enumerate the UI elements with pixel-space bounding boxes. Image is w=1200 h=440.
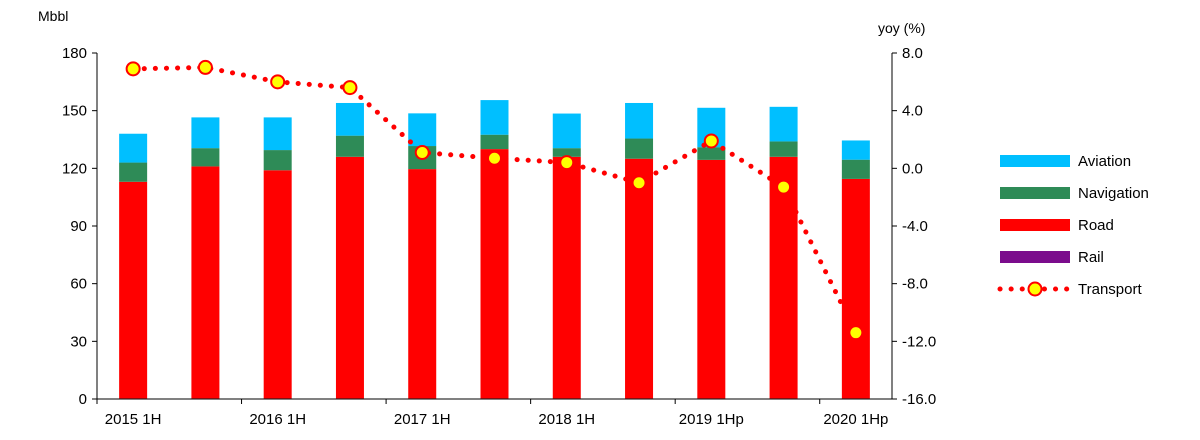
right-tick-label-2: -8.0 xyxy=(902,276,928,293)
legend-swatch-rail xyxy=(1000,251,1070,263)
bar-aviation-3 xyxy=(335,102,364,136)
right-axis-unit: yoy (%) xyxy=(878,20,925,36)
bar-navigation-1 xyxy=(191,148,220,167)
x-tick-label-10: 2020 1Hp xyxy=(823,411,888,428)
point-transport-0 xyxy=(125,61,141,77)
left-tick-label-5: 150 xyxy=(62,103,87,120)
bar-road-2 xyxy=(263,170,292,399)
legend-label-aviation: Aviation xyxy=(1078,153,1131,170)
bar-navigation-9 xyxy=(769,141,798,157)
bar-road-0 xyxy=(119,181,148,399)
point-transport-8 xyxy=(703,133,719,149)
left-axis-unit: Mbbl xyxy=(38,8,68,24)
bar-aviation-4 xyxy=(408,113,437,147)
point-transport-3 xyxy=(342,80,358,96)
bar-aviation-2 xyxy=(263,117,292,151)
legend-swatch-navigation xyxy=(1000,187,1070,199)
bar-navigation-5 xyxy=(480,134,509,150)
left-tick-label-3: 90 xyxy=(70,218,87,235)
bar-road-3 xyxy=(335,156,364,399)
left-tick-label-4: 120 xyxy=(62,160,87,177)
left-tick-label-2: 60 xyxy=(70,276,87,293)
x-tick-label-4: 2017 1H xyxy=(394,411,451,428)
bar-road-5 xyxy=(480,149,509,399)
right-tick-label-1: -12.0 xyxy=(902,333,936,350)
bar-aviation-5 xyxy=(480,100,509,135)
bar-road-7 xyxy=(625,158,654,399)
bar-aviation-1 xyxy=(191,117,220,149)
legend-swatch-aviation xyxy=(1000,155,1070,167)
point-transport-5 xyxy=(487,150,502,166)
legend: Aviation Navigation Road Rail Transport xyxy=(997,153,1149,298)
point-transport-7 xyxy=(631,175,647,191)
x-tick-label-2: 2016 1H xyxy=(249,411,306,428)
bar-aviation-7 xyxy=(625,102,654,139)
right-tick-label-3: -4.0 xyxy=(902,218,928,235)
bar-road-8 xyxy=(697,159,726,399)
x-tick-label-0: 2015 1H xyxy=(105,411,162,428)
bar-aviation-6 xyxy=(552,113,581,149)
right-tick-label-0: -16.0 xyxy=(902,391,936,408)
x-tick-label-6: 2018 1H xyxy=(538,411,595,428)
bar-navigation-7 xyxy=(625,138,654,159)
bar-road-6 xyxy=(552,156,581,399)
point-transport-9 xyxy=(776,179,792,195)
legend-label-navigation: Navigation xyxy=(1078,185,1149,202)
bar-aviation-10 xyxy=(841,140,870,160)
legend-label-road: Road xyxy=(1078,217,1114,234)
x-tick-label-8: 2019 1Hp xyxy=(679,411,744,428)
right-tick-label-4: 0.0 xyxy=(902,160,923,177)
bar-aviation-0 xyxy=(119,133,148,163)
point-transport-2 xyxy=(270,74,286,90)
bar-navigation-0 xyxy=(119,162,148,182)
bar-navigation-8 xyxy=(697,147,726,160)
bar-navigation-6 xyxy=(552,148,581,157)
legend-label-transport: Transport xyxy=(1078,281,1142,298)
right-tick-label-5: 4.0 xyxy=(902,103,923,120)
bar-navigation-10 xyxy=(841,159,870,179)
bar-road-1 xyxy=(191,166,220,399)
bar-navigation-3 xyxy=(335,135,364,157)
point-transport-1 xyxy=(197,59,213,75)
legend-marker-transport xyxy=(1027,281,1043,297)
bar-road-4 xyxy=(408,169,437,399)
legend-swatch-road xyxy=(1000,219,1070,231)
left-tick-label-0: 0 xyxy=(79,391,87,408)
point-transport-4 xyxy=(414,144,430,160)
bar-aviation-9 xyxy=(769,106,798,142)
point-transport-10 xyxy=(848,325,864,341)
left-tick-label-1: 30 xyxy=(70,333,87,350)
right-tick-label-6: 8.0 xyxy=(902,45,923,62)
bar-navigation-2 xyxy=(263,150,292,171)
plot-area xyxy=(119,59,870,399)
bar-road-10 xyxy=(841,178,870,399)
point-transport-6 xyxy=(559,155,575,171)
bar-road-9 xyxy=(769,156,798,399)
axes: 0 30 60 90 120 150 180 -16.0 -12.0 -8.0 -4.0 0.0 4.0… xyxy=(38,8,936,428)
legend-label-rail: Rail xyxy=(1078,249,1104,266)
left-tick-label-6: 180 xyxy=(62,45,87,62)
